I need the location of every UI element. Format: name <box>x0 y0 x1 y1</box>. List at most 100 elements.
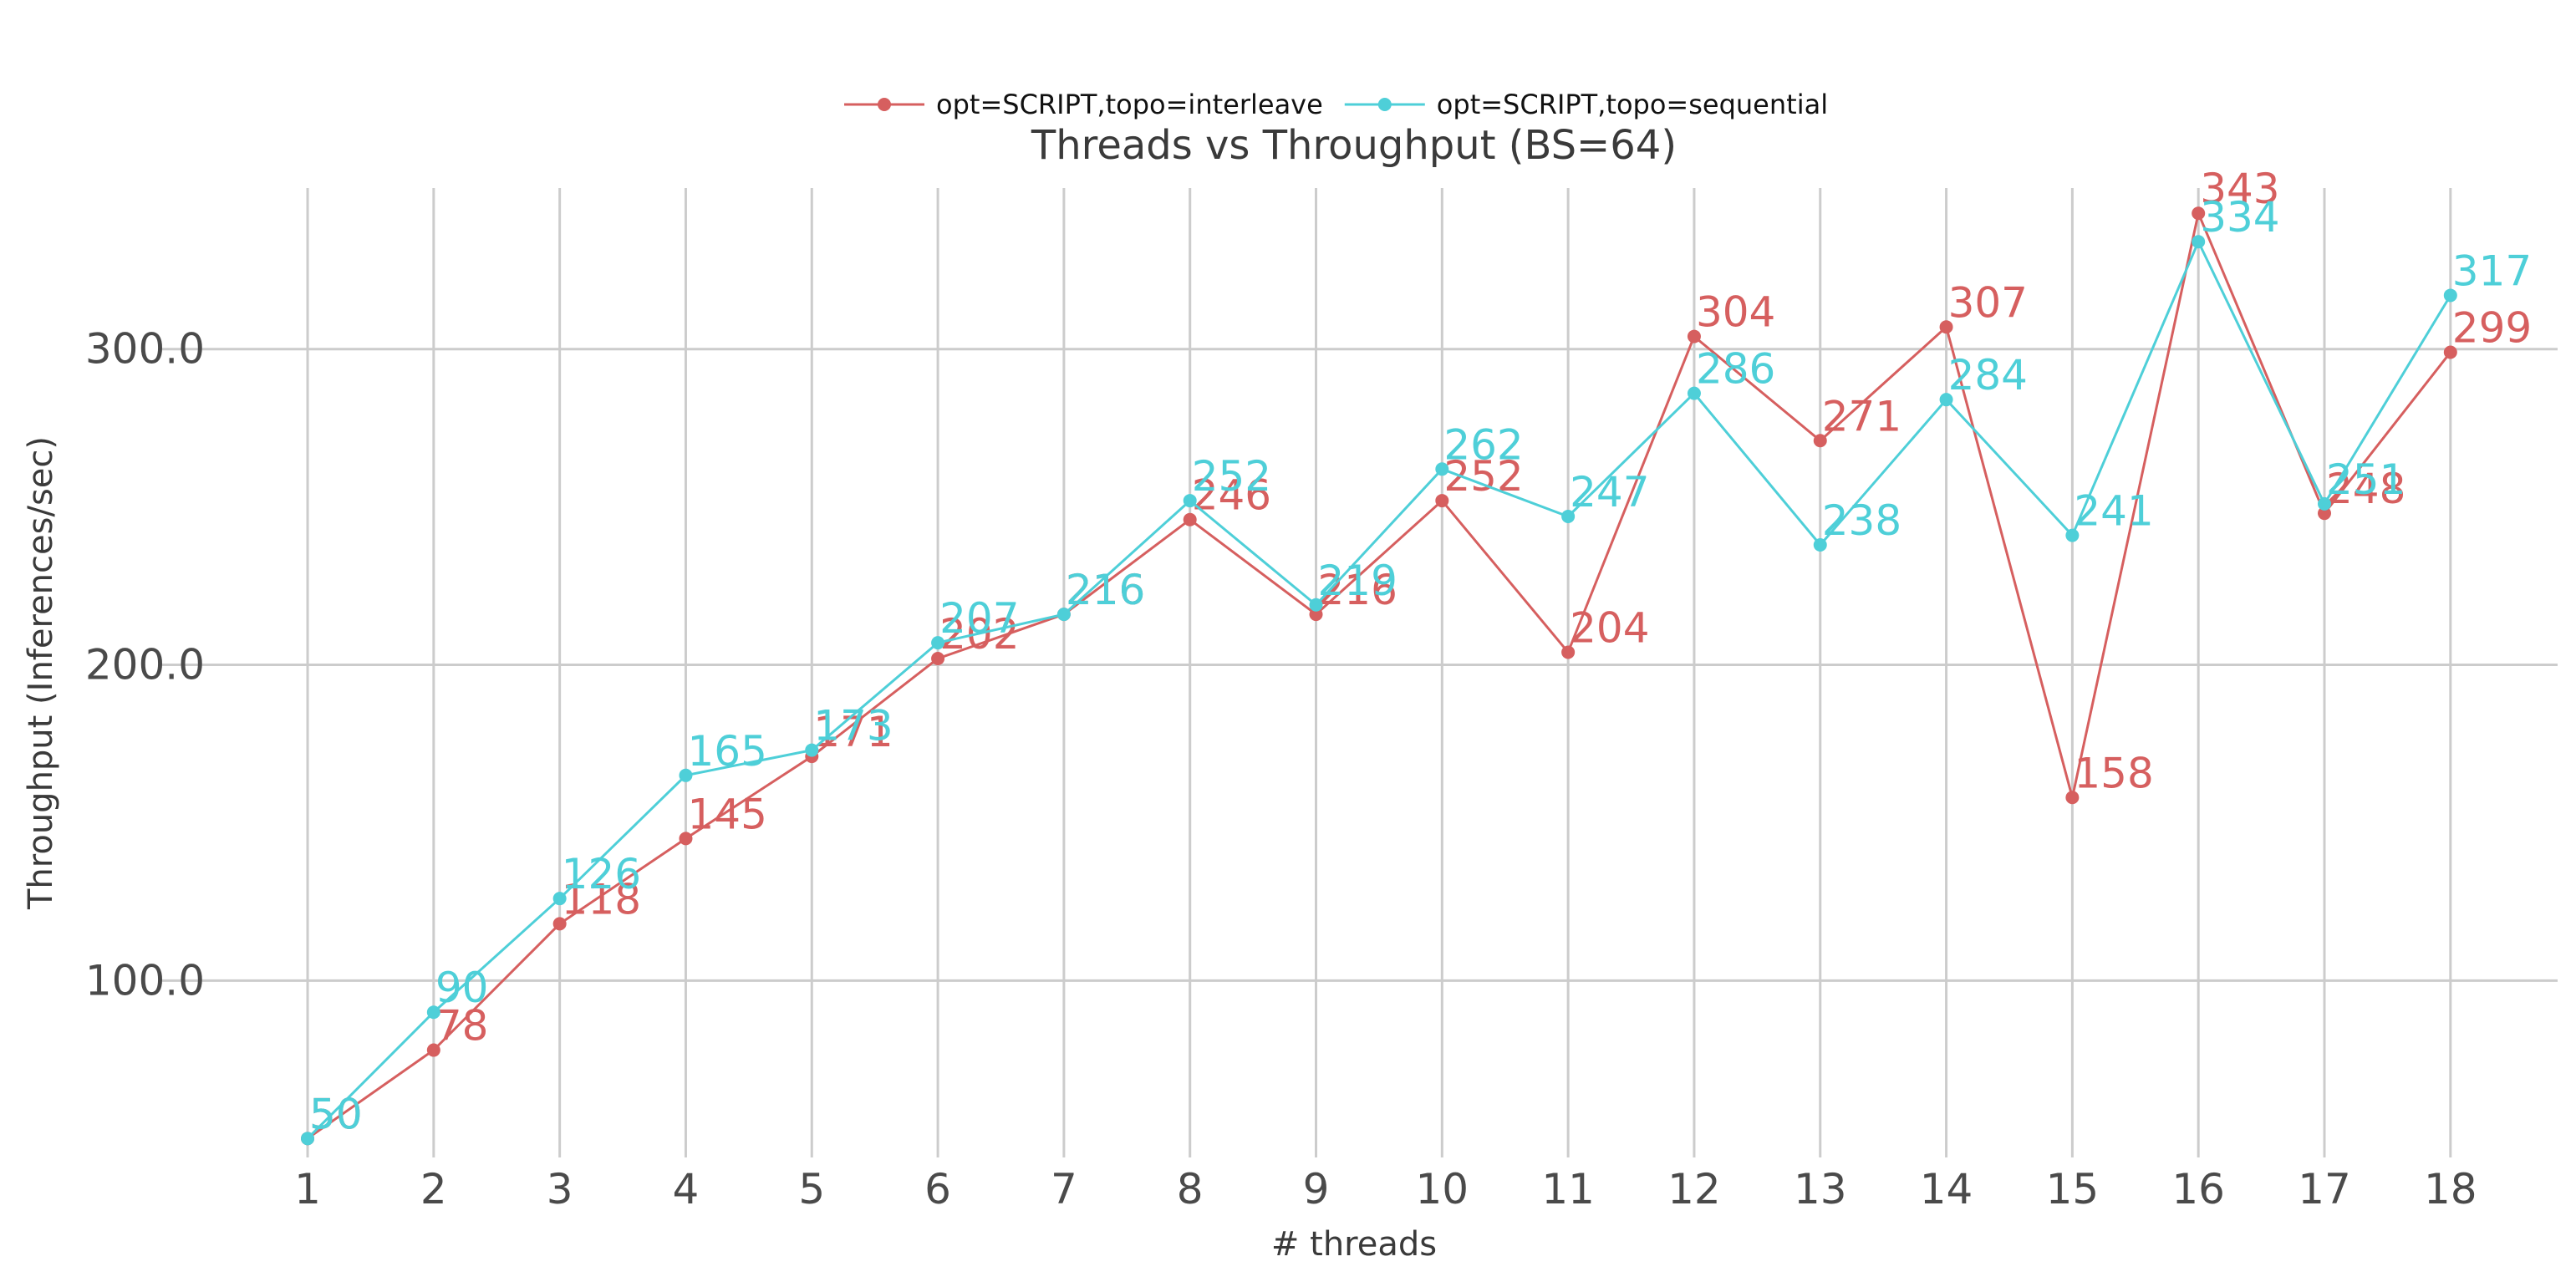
data-point <box>552 917 567 931</box>
data-label: 216 <box>1066 566 1145 614</box>
data-point <box>1813 434 1827 448</box>
data-label: 207 <box>939 594 1019 643</box>
data-label: 219 <box>1318 557 1397 605</box>
data-point <box>1056 608 1071 622</box>
x-tick-label: 6 <box>924 1165 951 1213</box>
data-label: 334 <box>2200 193 2279 242</box>
data-point <box>1183 512 1197 526</box>
x-tick-label: 17 <box>2298 1165 2351 1213</box>
data-point <box>679 768 693 782</box>
x-tick-label: 18 <box>2424 1165 2477 1213</box>
y-gridlines <box>159 348 2558 982</box>
x-tick-label: 10 <box>1416 1165 1469 1213</box>
data-point <box>2443 345 2457 359</box>
x-tick-label: 16 <box>2171 1165 2225 1213</box>
x-tick-label: 8 <box>1177 1165 1204 1213</box>
data-point <box>301 1132 315 1146</box>
data-point <box>2192 235 2206 249</box>
y-tick-label: 300.0 <box>85 325 205 374</box>
x-tick-label: 5 <box>798 1165 825 1213</box>
y-axis-title: Throughput (Inferences/sec) <box>22 436 60 910</box>
data-label: 252 <box>1443 452 1523 501</box>
data-label: 50 <box>309 1090 363 1138</box>
x-tick-label: 7 <box>1051 1165 1077 1213</box>
x-axis-title: # threads <box>1271 1225 1437 1264</box>
legend-label: opt=SCRIPT,topo=sequential <box>1437 89 1828 120</box>
data-point <box>1435 462 1449 476</box>
data-point <box>2443 288 2457 303</box>
data-label: 317 <box>2452 247 2532 295</box>
y-tick-label: 100.0 <box>85 956 205 1005</box>
data-label: 262 <box>1443 420 1523 469</box>
data-label: 252 <box>1192 452 1271 501</box>
series-2: 50 90 126 165 173 207 216 252 219 262 247 286 238 284… <box>301 193 2532 1146</box>
legend-item: opt=SCRIPT,topo=sequential <box>1344 89 1828 120</box>
data-label: 238 <box>1822 496 1901 545</box>
legend-marker <box>1377 98 1392 111</box>
data-label: 307 <box>1948 278 2028 327</box>
data-point <box>1309 608 1323 622</box>
data-label: 204 <box>1570 603 1649 652</box>
series-line <box>307 209 2451 1140</box>
data-label: 271 <box>1822 392 1901 440</box>
y-tick-labels: 100.0 200.0 300.0 <box>85 325 205 1005</box>
data-label: 158 <box>2074 749 2153 797</box>
x-tick-label: 11 <box>1541 1165 1595 1213</box>
data-point <box>552 892 567 906</box>
data-point <box>1561 645 1576 659</box>
chart-title: Threads vs Throughput (BS=64) <box>1031 122 1677 169</box>
legend-marker <box>878 98 891 111</box>
data-label: 299 <box>2452 303 2532 352</box>
x-tick-label: 13 <box>1794 1165 1847 1213</box>
data-label: 251 <box>2326 455 2405 504</box>
data-point <box>426 1005 440 1020</box>
data-point <box>931 651 945 665</box>
data-point <box>2065 528 2080 542</box>
x-tick-label: 2 <box>420 1165 447 1213</box>
series-line <box>306 238 2452 1140</box>
x-tick-label: 3 <box>547 1165 573 1213</box>
data-label: 126 <box>562 850 641 898</box>
data-label: 284 <box>1948 351 2028 399</box>
data-label: 145 <box>687 790 766 838</box>
data-point <box>1309 598 1323 612</box>
x-tick-label: 9 <box>1303 1165 1330 1213</box>
data-point <box>1435 494 1449 508</box>
x-tick-label: 1 <box>294 1165 321 1213</box>
x-gridlines <box>306 188 2452 1157</box>
x-tick-labels: 1 2 3 4 5 6 7 8 9 10 11 12 13 14 15 16 17 18 <box>294 1165 2477 1213</box>
data-label: 173 <box>813 702 893 750</box>
data-point <box>2318 506 2331 521</box>
data-point <box>1183 494 1197 508</box>
data-label: 247 <box>1570 468 1649 516</box>
data-point <box>2192 206 2206 221</box>
x-tick-label: 15 <box>2046 1165 2100 1213</box>
data-label: 216 <box>1066 566 1145 614</box>
data-label: 50 <box>309 1090 363 1138</box>
data-point <box>1687 386 1701 400</box>
series-layer: 5078118145171202216246216252204304271307… <box>301 165 2532 1146</box>
data-point <box>1939 320 1953 334</box>
data-point <box>426 1043 440 1057</box>
data-label: 304 <box>1696 288 1775 337</box>
data-label: 241 <box>2074 487 2153 536</box>
data-point <box>679 832 693 846</box>
data-label: 343 <box>2200 165 2279 213</box>
data-point <box>1561 509 1576 523</box>
data-label: 165 <box>687 727 766 776</box>
legend-label: opt=SCRIPT,topo=interleave <box>936 89 1323 120</box>
data-label: 286 <box>1696 345 1775 394</box>
legend: opt=SCRIPT,topo=interleave opt=SCRIPT,top… <box>844 89 1828 120</box>
data-point <box>805 743 819 757</box>
legend-item: opt=SCRIPT,topo=interleave <box>844 89 1323 120</box>
x-tick-label: 12 <box>1667 1165 1721 1213</box>
data-point <box>2065 791 2080 805</box>
data-label: 78 <box>435 1002 489 1050</box>
data-label: 248 <box>2326 465 2405 513</box>
data-label: 90 <box>435 964 489 1012</box>
data-point <box>1813 537 1827 552</box>
data-point <box>931 636 945 650</box>
data-point <box>2318 496 2331 511</box>
data-point <box>1939 393 1953 407</box>
